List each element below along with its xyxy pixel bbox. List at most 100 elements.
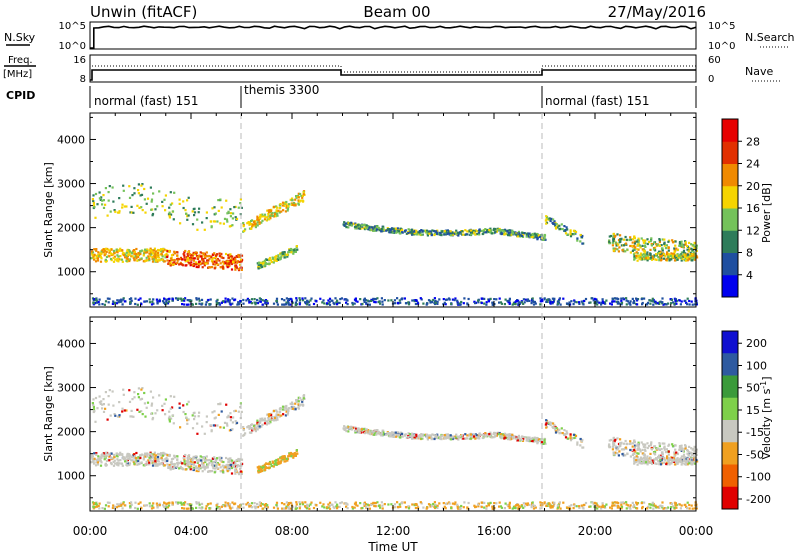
echo-cell (670, 258, 673, 261)
echo-cell (266, 413, 269, 416)
echo-cell (146, 401, 150, 404)
echo-cell (201, 463, 204, 466)
echo-cell (659, 457, 662, 460)
echo-cell (222, 466, 225, 469)
echo-cell (179, 426, 182, 429)
echo-cell (285, 297, 288, 300)
echo-cell (436, 436, 439, 439)
echo-cell (685, 259, 688, 262)
echo-cell (638, 448, 641, 451)
echo-cell (211, 457, 214, 460)
echo-cell (182, 457, 185, 460)
echo-cell (649, 256, 653, 259)
echo-cell (193, 457, 196, 460)
echo-cell (573, 232, 576, 235)
echo-cell (219, 426, 222, 429)
echo-cell (658, 442, 661, 445)
echo-cell (543, 297, 546, 300)
echo-cell (156, 260, 159, 263)
echo-cell (287, 407, 291, 410)
echo-cell (218, 302, 221, 305)
echo-cell (678, 241, 682, 244)
echo-cell (230, 268, 234, 271)
echo-cell (224, 262, 227, 265)
echo-cell (658, 239, 661, 242)
echo-cell (350, 221, 353, 224)
echo-cell (365, 226, 368, 230)
echo-cell (671, 254, 674, 257)
echo-cell (486, 434, 489, 437)
echo-cell (655, 302, 658, 305)
echo-cell (256, 217, 259, 220)
echo-cell (573, 436, 576, 439)
echo-cell (283, 408, 286, 411)
echo-cell (418, 437, 421, 440)
echo-cell (558, 502, 561, 505)
echo-cell (117, 249, 120, 252)
echo-cell (214, 212, 217, 215)
echo-cell (481, 232, 484, 236)
echo-cell (168, 453, 171, 456)
echo-cell (115, 248, 118, 251)
echo-cell (231, 261, 235, 264)
echo-cell (684, 444, 687, 447)
echo-cell (154, 256, 157, 259)
echo-cell (285, 253, 288, 256)
echo-cell (415, 437, 418, 440)
echo-cell (166, 454, 169, 457)
echo-cell (578, 302, 581, 305)
echo-cell (511, 232, 515, 235)
echo-cell (234, 264, 237, 267)
echo-cell (619, 234, 622, 237)
echo-cell (407, 303, 411, 306)
echo-cell (474, 302, 477, 305)
echo-cell (145, 406, 148, 409)
echo-cell (569, 229, 572, 232)
echo-cell (128, 389, 131, 392)
echo-cell (117, 462, 120, 465)
echo-cell (205, 217, 208, 220)
echo-cell (386, 228, 390, 231)
echo-cell (564, 232, 568, 235)
echo-cell (481, 436, 484, 440)
echo-cell (647, 241, 651, 244)
echo-cell (662, 457, 665, 460)
echo-cell (238, 464, 241, 467)
echo-cell (237, 471, 240, 474)
echo-cell (482, 229, 485, 232)
echo-cell (151, 416, 155, 420)
echo-cell (467, 501, 470, 505)
echo-cell (545, 299, 549, 302)
echo-cell (93, 248, 96, 251)
echo-cell (131, 456, 134, 459)
echo-cell (686, 297, 689, 300)
echo-cell (322, 299, 325, 302)
echo-cell (445, 298, 448, 301)
echo-cell (379, 302, 382, 305)
echo-cell (287, 455, 290, 458)
echo-cell (238, 458, 242, 461)
echo-cell (137, 457, 141, 460)
echo-cell (152, 506, 155, 509)
echo-cell (631, 453, 634, 456)
echo-cell (271, 460, 274, 463)
echo-cell (429, 503, 432, 506)
echo-cell (163, 452, 166, 455)
echo-cell (667, 506, 670, 509)
echo-cell (545, 215, 548, 218)
colorbar-segment (722, 185, 738, 209)
echo-cell (456, 231, 460, 234)
echo-cell (284, 210, 287, 213)
echo-cell (216, 301, 219, 304)
echo-cell (190, 460, 193, 463)
echo-cell (673, 463, 677, 466)
echo-cell (451, 436, 454, 439)
echo-cell (297, 203, 300, 206)
echo-cell (488, 433, 491, 436)
echo-cell (113, 209, 116, 212)
station-title: Unwin (fitACF) (90, 3, 197, 21)
echo-cell (129, 302, 132, 305)
echo-cell (129, 301, 132, 304)
echo-cell (183, 462, 186, 465)
echo-cell (219, 402, 222, 405)
